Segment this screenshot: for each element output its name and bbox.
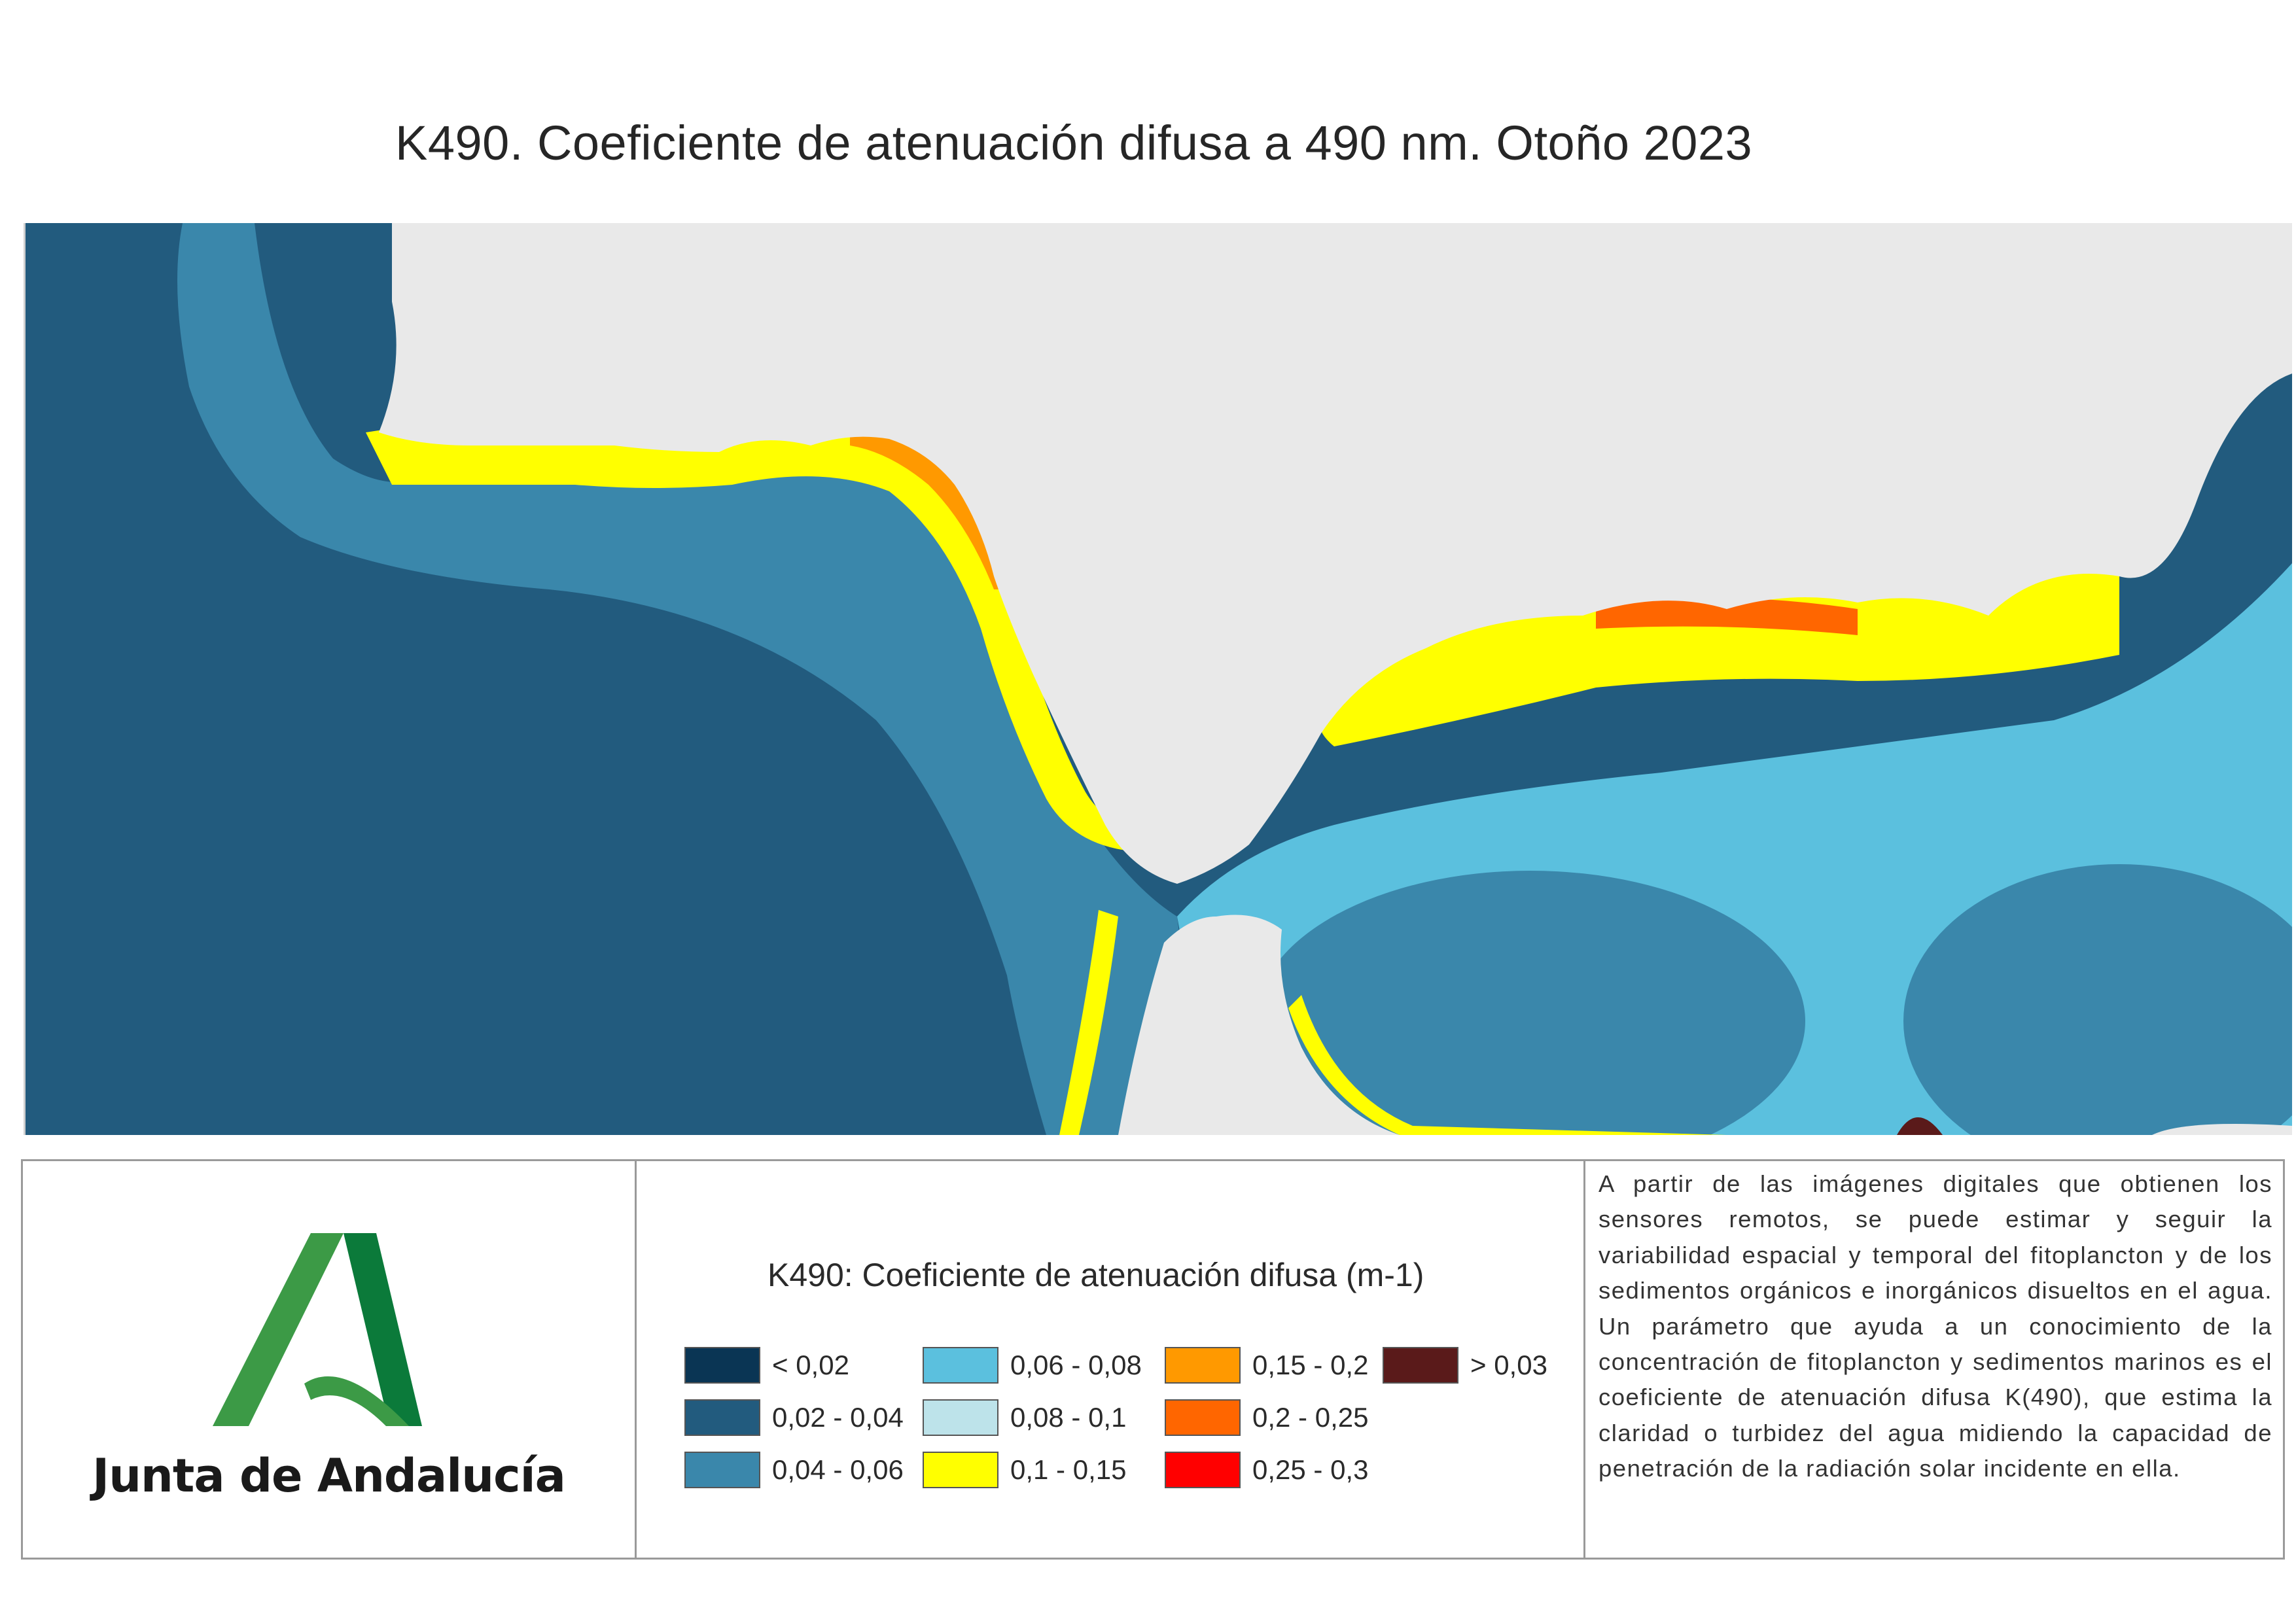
legend-swatch bbox=[684, 1399, 760, 1436]
legend-label: 0,1 - 0,15 bbox=[1010, 1454, 1127, 1485]
description-cell: A partir de las imágenes digitales que o… bbox=[1585, 1161, 2283, 1558]
info-panel: Junta de Andalucía K490: Coeficiente de … bbox=[21, 1159, 2285, 1560]
map-canvas bbox=[26, 223, 2292, 1135]
legend-item: 0,04 - 0,06 bbox=[684, 1451, 904, 1489]
legend-label: 0,04 - 0,06 bbox=[772, 1454, 904, 1485]
panel-divider bbox=[635, 1161, 637, 1558]
k490-map bbox=[24, 223, 2292, 1135]
legend-label: 0,25 - 0,3 bbox=[1252, 1454, 1369, 1485]
legend-swatch bbox=[923, 1399, 998, 1436]
land-africa-east bbox=[2152, 1124, 2292, 1135]
legend: K490: Coeficiente de atenuación difusa (… bbox=[637, 1161, 1585, 1558]
legend-item: > 0,03 bbox=[1383, 1346, 1547, 1384]
land-north-africa bbox=[1118, 915, 1400, 1135]
legend-label: < 0,02 bbox=[772, 1350, 849, 1380]
legend-swatch bbox=[684, 1452, 760, 1488]
atlantic-shelf bbox=[26, 223, 1203, 1135]
legend-label: 0,06 - 0,08 bbox=[1010, 1350, 1142, 1380]
legend-item: 0,1 - 0,15 bbox=[923, 1451, 1126, 1489]
africa-atlantic-coastal-band bbox=[1059, 910, 1118, 1135]
legend-label: 0,02 - 0,04 bbox=[772, 1402, 904, 1433]
eastern-alboran-gyre bbox=[1903, 864, 2292, 1135]
description-text: A partir de las imágenes digitales que o… bbox=[1598, 1170, 2272, 1482]
western-alboran-gyre bbox=[1256, 871, 1805, 1135]
legend-item: 0,15 - 0,2 bbox=[1165, 1346, 1368, 1384]
med-coastal-band-yellow bbox=[1318, 570, 2119, 746]
legend-item: 0,25 - 0,3 bbox=[1165, 1451, 1368, 1489]
legend-label: 0,08 - 0,1 bbox=[1010, 1402, 1127, 1433]
junta-de-andalucia-logo bbox=[213, 1233, 422, 1426]
map-title: K490. Coeficiente de atenuación difusa a… bbox=[395, 116, 1753, 170]
legend-swatch bbox=[1165, 1452, 1241, 1488]
logo-right-stroke bbox=[344, 1233, 422, 1426]
spain-coastal-band-yellow bbox=[366, 426, 1138, 851]
legend-label: > 0,03 bbox=[1470, 1350, 1547, 1380]
legend-item: 0,08 - 0,1 bbox=[923, 1399, 1126, 1437]
logo-cell: Junta de Andalucía bbox=[23, 1161, 635, 1558]
panel-divider bbox=[1583, 1161, 1585, 1558]
logo-swoosh bbox=[304, 1376, 409, 1426]
legend-label: 0,15 - 0,2 bbox=[1252, 1350, 1369, 1380]
legend-item: 0,2 - 0,25 bbox=[1165, 1399, 1368, 1437]
africa-coast-dark bbox=[1897, 1117, 1943, 1135]
logo-wordmark: Junta de Andalucía bbox=[92, 1449, 566, 1503]
land-iberia bbox=[379, 223, 2292, 884]
legend-title: K490: Coeficiente de atenuación difusa (… bbox=[768, 1257, 1424, 1293]
med-coastal-band-orange bbox=[1596, 597, 1858, 635]
legend-label: 0,2 - 0,25 bbox=[1252, 1402, 1369, 1433]
legend-swatch bbox=[923, 1347, 998, 1384]
legend-item: 0,06 - 0,08 bbox=[923, 1346, 1142, 1384]
legend-item: < 0,02 bbox=[684, 1346, 849, 1384]
legend-swatch bbox=[684, 1347, 760, 1384]
legend-item: 0,02 - 0,04 bbox=[684, 1399, 904, 1437]
legend-swatch bbox=[1383, 1347, 1458, 1384]
legend-swatch bbox=[923, 1452, 998, 1488]
logo-left-stroke bbox=[213, 1233, 344, 1426]
legend-swatch bbox=[1165, 1399, 1241, 1436]
legend-swatch bbox=[1165, 1347, 1241, 1384]
